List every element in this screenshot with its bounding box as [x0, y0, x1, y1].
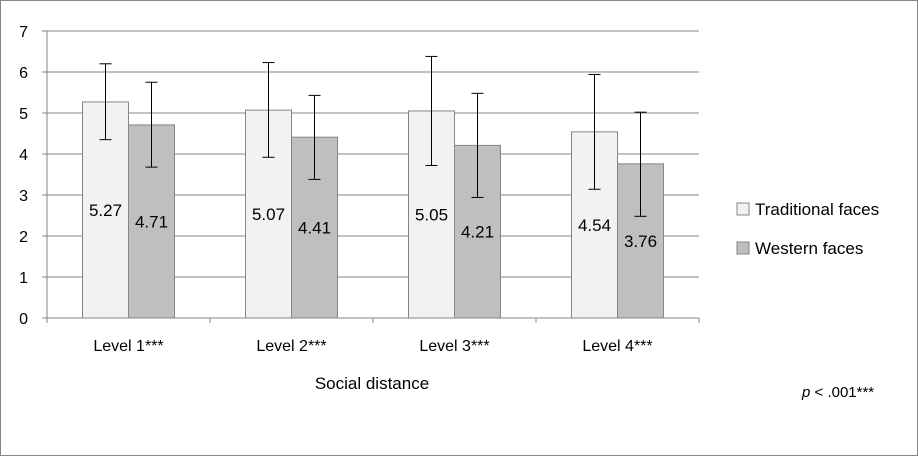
data-label: 4.71	[135, 212, 168, 231]
legend-swatch-traditional	[736, 202, 750, 216]
data-label: 4.41	[298, 219, 331, 238]
legend-swatch-western	[736, 241, 750, 255]
data-label: 4.21	[461, 223, 494, 242]
significance-note: p < .001***	[801, 384, 874, 401]
data-label: 5.05	[415, 205, 448, 224]
data-label: 5.27	[89, 201, 122, 220]
data-label: 4.54	[578, 216, 611, 235]
data-labels: 5.27 4.71 5.07 4.41 5.05 4.21 4.54 3.76	[89, 201, 657, 251]
legend-label: Traditional faces	[755, 200, 879, 219]
y-tick-label: 6	[19, 65, 28, 82]
y-tick-label: 3	[19, 188, 28, 205]
legend: Traditional faces Western faces	[736, 200, 879, 258]
data-label: 5.07	[252, 205, 285, 224]
y-tick-label: 4	[19, 147, 28, 164]
bar-western	[617, 163, 664, 319]
legend-label: Western faces	[755, 239, 863, 258]
x-axis-title: Social distance	[315, 374, 429, 393]
axes: 0 1 2 3 4 5 6 7 Level 1*** Level 2*** Level 3*** Le…	[19, 24, 700, 355]
y-tick-label: 7	[19, 24, 28, 41]
bars	[82, 101, 664, 319]
y-tick-label: 0	[19, 311, 28, 328]
x-tick-label: Level 2***	[256, 338, 326, 355]
x-tick-label: Level 3***	[419, 338, 489, 355]
y-tick-label: 2	[19, 229, 28, 246]
significance-note-p: p	[801, 384, 810, 401]
y-tick-label: 1	[19, 270, 28, 287]
error-bars	[99, 55, 647, 217]
x-tick-label: Level 1***	[93, 338, 163, 355]
data-label: 3.76	[624, 232, 657, 251]
y-tick-label: 5	[19, 106, 28, 123]
significance-note-rest: < .001***	[810, 384, 874, 401]
x-tick-label: Level 4***	[582, 338, 652, 355]
